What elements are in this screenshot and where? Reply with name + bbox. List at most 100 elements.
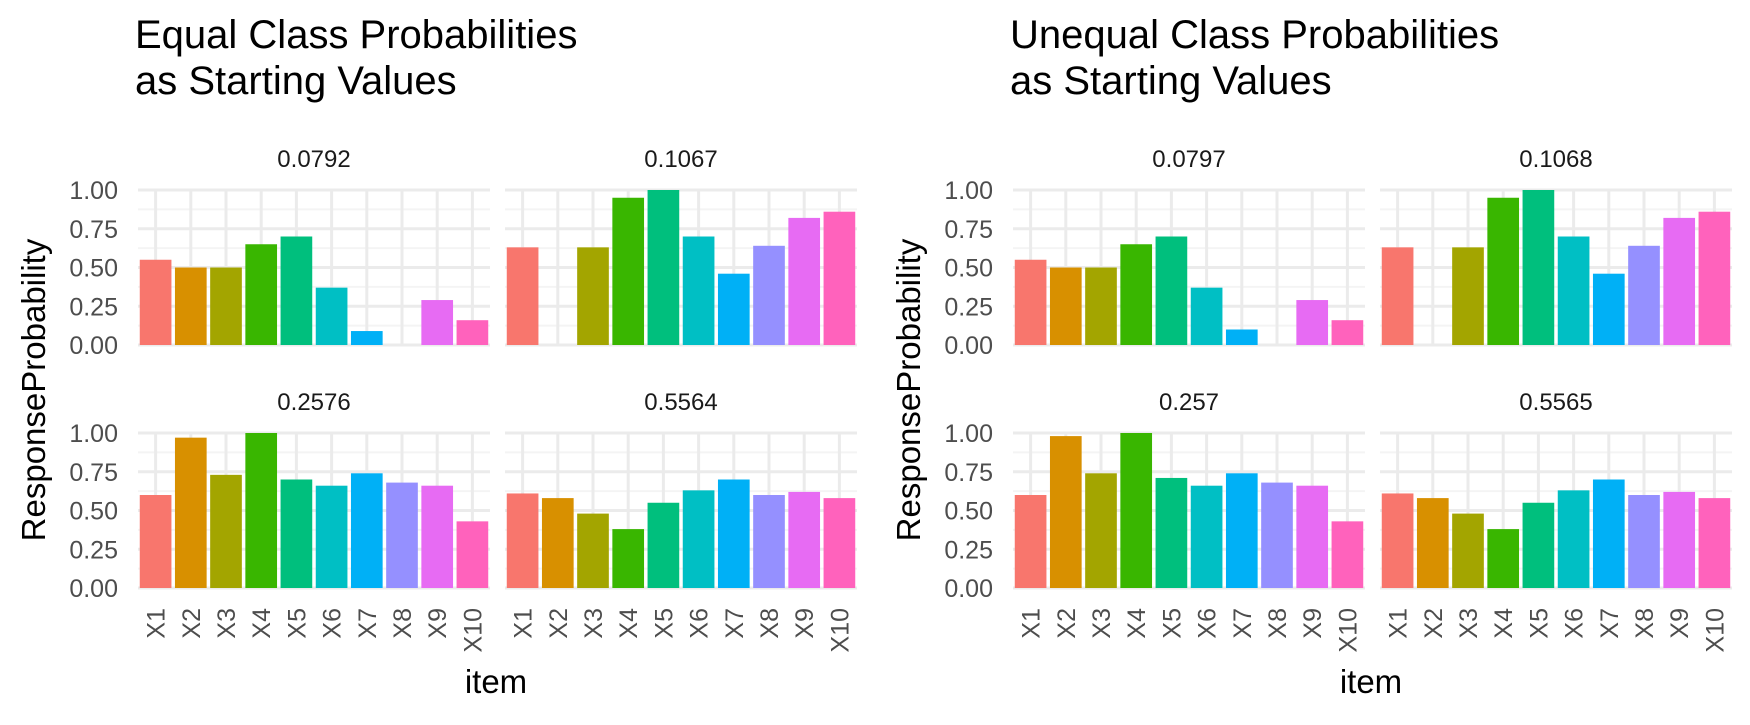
bar xyxy=(1592,273,1625,345)
x-axis-label: item xyxy=(464,663,528,700)
bar xyxy=(280,479,313,588)
bar xyxy=(456,320,489,345)
figure-unequal-start: Unequal Class Probabilities as Starting … xyxy=(875,0,1750,725)
x-tick-label: X4 xyxy=(248,608,276,639)
bar xyxy=(717,273,750,345)
bar xyxy=(1261,482,1293,588)
x-tick-label: X6 xyxy=(686,608,714,639)
facet-label: 0.5565 xyxy=(1519,389,1592,416)
x-tick-label: X3 xyxy=(1088,608,1116,639)
x-tick-label: X8 xyxy=(1631,608,1659,639)
bar xyxy=(1522,502,1555,588)
y-tick-label: 0.75 xyxy=(69,216,118,244)
x-tick-label: X2 xyxy=(178,608,206,639)
x-tick-label: X9 xyxy=(791,608,819,639)
facet-panel: 0.0792 0.00 0.25 0.50 0.75 1.00 xyxy=(69,146,490,360)
x-tick-label: X8 xyxy=(1264,608,1292,639)
facet-panel: 0.1068 xyxy=(1380,146,1732,347)
facet-label: 0.5564 xyxy=(644,389,717,416)
y-tick-label: 0.00 xyxy=(944,575,993,603)
bar xyxy=(315,287,348,345)
bar xyxy=(1522,190,1555,345)
bar xyxy=(1296,485,1329,588)
bar xyxy=(1487,197,1520,345)
bar xyxy=(421,485,454,588)
bar xyxy=(1049,267,1082,345)
facet-label: 0.0792 xyxy=(277,146,350,173)
bar xyxy=(1155,236,1188,345)
x-tick-label: X4 xyxy=(1490,608,1518,639)
bar xyxy=(350,331,383,345)
y-tick-label: 0.50 xyxy=(69,498,118,526)
y-tick-label: 0.50 xyxy=(944,255,993,283)
bar xyxy=(1296,300,1329,345)
x-tick-label: X4 xyxy=(1123,608,1151,639)
bar xyxy=(1557,236,1590,345)
x-axis-label: item xyxy=(1339,663,1403,700)
bar xyxy=(1120,433,1153,588)
bar xyxy=(245,433,278,588)
x-tick-label: X2 xyxy=(545,608,573,639)
bar xyxy=(753,245,785,345)
x-tick-label: X8 xyxy=(756,608,784,639)
y-tick-label: 1.00 xyxy=(944,177,993,205)
y-tick-label: 0.50 xyxy=(944,498,993,526)
bar xyxy=(1014,495,1047,588)
bar xyxy=(421,300,454,345)
bar xyxy=(682,236,715,345)
x-tick-label: X5 xyxy=(650,608,678,639)
figure-title: Unequal Class Probabilities as Starting … xyxy=(1010,12,1499,104)
bar xyxy=(1487,529,1520,588)
figure-title: Equal Class Probabilities as Starting Va… xyxy=(135,12,577,104)
x-tick-label: X1 xyxy=(143,608,171,639)
facet-label: 0.2576 xyxy=(277,389,350,416)
x-tick-label: X5 xyxy=(1158,608,1186,639)
x-tick-label: X7 xyxy=(354,608,382,639)
x-tick-label: X1 xyxy=(1385,608,1413,639)
x-tick-label: X9 xyxy=(1666,608,1694,639)
figure-equal-start: Equal Class Probabilities as Starting Va… xyxy=(15,12,857,700)
x-tick-label: X4 xyxy=(615,608,643,639)
figure-title-line-2: as Starting Values xyxy=(1010,59,1332,103)
bar xyxy=(174,437,207,588)
facet-panel: 0.1067 xyxy=(505,146,857,347)
y-tick-label: 1.00 xyxy=(69,177,118,205)
bar xyxy=(823,498,856,588)
y-tick-label: 0.75 xyxy=(944,216,993,244)
bar xyxy=(210,267,242,345)
bar xyxy=(788,217,821,345)
y-tick-label: 0.00 xyxy=(69,575,118,603)
bar xyxy=(315,485,348,588)
bar xyxy=(456,521,489,588)
x-tick-label: X2 xyxy=(1053,608,1081,639)
bar xyxy=(1452,247,1484,345)
bar xyxy=(280,236,313,345)
bar xyxy=(612,529,645,588)
bar xyxy=(541,498,574,588)
bar xyxy=(139,495,172,588)
y-tick-label: 1.00 xyxy=(944,420,993,448)
x-tick-label: X6 xyxy=(1561,608,1589,639)
bar xyxy=(1331,320,1364,345)
y-tick-label: 0.25 xyxy=(944,293,993,321)
x-tick-label: X1 xyxy=(1018,608,1046,639)
bar xyxy=(1557,490,1590,588)
bar xyxy=(506,493,539,588)
figure-title-line-2: as Starting Values xyxy=(135,59,457,103)
x-tick-label: X10 xyxy=(826,608,854,652)
bar xyxy=(1225,329,1258,345)
y-tick-label: 0.25 xyxy=(69,536,118,564)
bar xyxy=(753,495,785,588)
bar xyxy=(1452,513,1484,588)
bar xyxy=(1331,521,1364,588)
bar xyxy=(1698,211,1731,345)
bar xyxy=(647,190,680,345)
x-tick-label: X5 xyxy=(1525,608,1553,639)
bar xyxy=(717,479,750,588)
y-tick-label: 0.75 xyxy=(944,459,993,487)
x-tick-label: X6 xyxy=(319,608,347,639)
x-tick-label: X7 xyxy=(721,608,749,639)
faceted-bar-chart: 0.0797 0.00 0.25 0.50 0.75 1.00 0.1068 0.257 0.0… xyxy=(944,146,1732,652)
x-tick-label: X3 xyxy=(580,608,608,639)
x-tick-label: X9 xyxy=(1299,608,1327,639)
